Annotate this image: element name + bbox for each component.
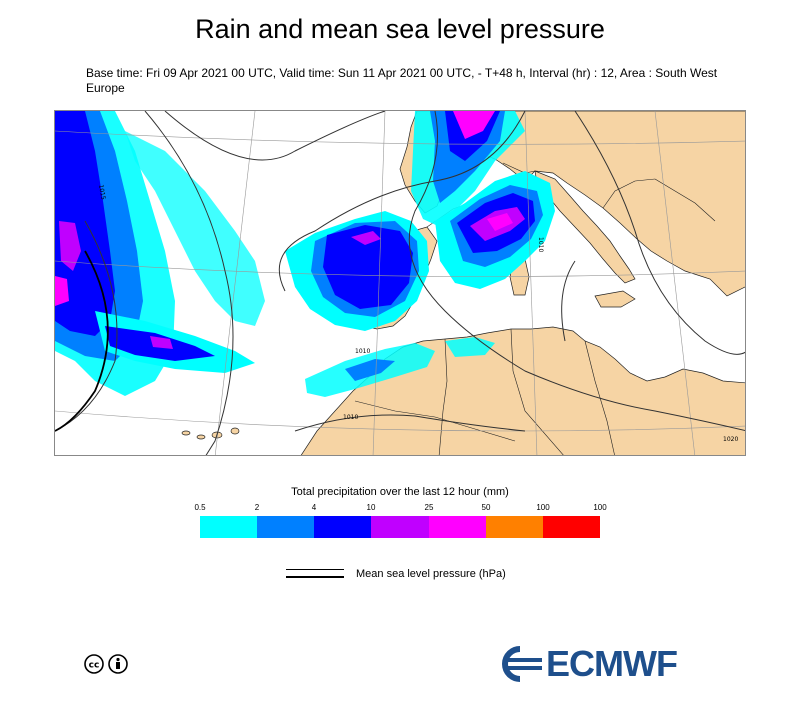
rain-showers	[125, 131, 265, 326]
creative-commons-icon: cc	[84, 654, 130, 674]
legend-tick: 50	[481, 503, 491, 512]
land-canary-4	[230, 427, 240, 435]
precip-color-bar	[200, 516, 600, 538]
precip-legend-title: Total precipitation over the last 12 hou…	[291, 486, 509, 498]
isobar-label-4: 1020	[723, 436, 738, 443]
rain-italy-core2	[487, 213, 513, 231]
legend-swatch	[428, 516, 486, 538]
isobar-4	[144, 111, 234, 455]
legend-tick: 0.5	[194, 503, 206, 512]
isobar-label-1: 1010	[343, 414, 358, 421]
rain-band-west-core	[59, 221, 81, 271]
isobar-label-3: 1015	[97, 184, 107, 200]
legend-swatch	[200, 516, 258, 538]
isobar-3	[55, 220, 118, 432]
rain-france-core	[453, 111, 495, 139]
legend-swatch	[485, 516, 543, 538]
graticule	[55, 111, 745, 455]
legend-tick: 25	[424, 503, 434, 512]
legend-tick: 10	[366, 503, 376, 512]
isobar-5	[408, 111, 745, 432]
rain-band-west-core2	[55, 276, 69, 306]
isobar-6	[574, 111, 745, 355]
precipitation	[55, 111, 555, 397]
legend-tick: 100	[536, 503, 550, 512]
cc-text: cc	[89, 661, 100, 671]
land-canary-2	[196, 434, 206, 440]
ecmwf-logo-icon	[502, 646, 542, 682]
isobar-7	[561, 260, 576, 342]
legend-swatch	[542, 516, 600, 538]
rain-tail-core	[150, 336, 173, 349]
land-sicily	[594, 290, 636, 308]
rain-iberia-heavy	[323, 225, 413, 309]
legend-tick: 4	[311, 503, 317, 512]
isobar-2	[278, 111, 526, 292]
isobar-label-5: 1010	[537, 237, 544, 252]
rain-iberia-core	[351, 231, 381, 245]
weather-map: 1010 1010 1015 1020 1010	[54, 110, 746, 456]
isobar-8	[294, 414, 526, 432]
pressure-legend-label: Mean sea level pressure (hPa)	[356, 568, 506, 580]
land-italy	[534, 170, 636, 284]
rain-band-west-heavy	[55, 111, 115, 336]
legend-swatch	[314, 516, 372, 538]
legend-swatch	[371, 516, 429, 538]
legend-tick: 100	[593, 503, 607, 512]
ecmwf-logo-text: ECMWF	[546, 643, 678, 684]
map-canvas: 1010 1010 1015 1020 1010	[55, 111, 745, 455]
precip-legend-ticks: 0.5 2 4 10 25 50 100 100	[194, 503, 606, 515]
chart-title: Rain and mean sea level pressure	[195, 14, 605, 44]
isobar-1	[164, 111, 386, 161]
isobar-label-2: 1010	[355, 348, 370, 355]
ecmwf-logo: ECMWF	[496, 643, 718, 684]
legend-swatch	[257, 516, 315, 538]
isobars	[55, 111, 745, 455]
chart-subtitle: Base time: Fri 09 Apr 2021 00 UTC, Valid…	[86, 66, 718, 95]
rain-africa-mid	[345, 359, 395, 381]
isobars-heavy	[55, 250, 109, 432]
land-canary-1	[181, 430, 191, 436]
isobar-legend-lines	[286, 569, 344, 581]
rain-algeria	[445, 337, 495, 357]
legend-tick: 2	[254, 503, 260, 512]
